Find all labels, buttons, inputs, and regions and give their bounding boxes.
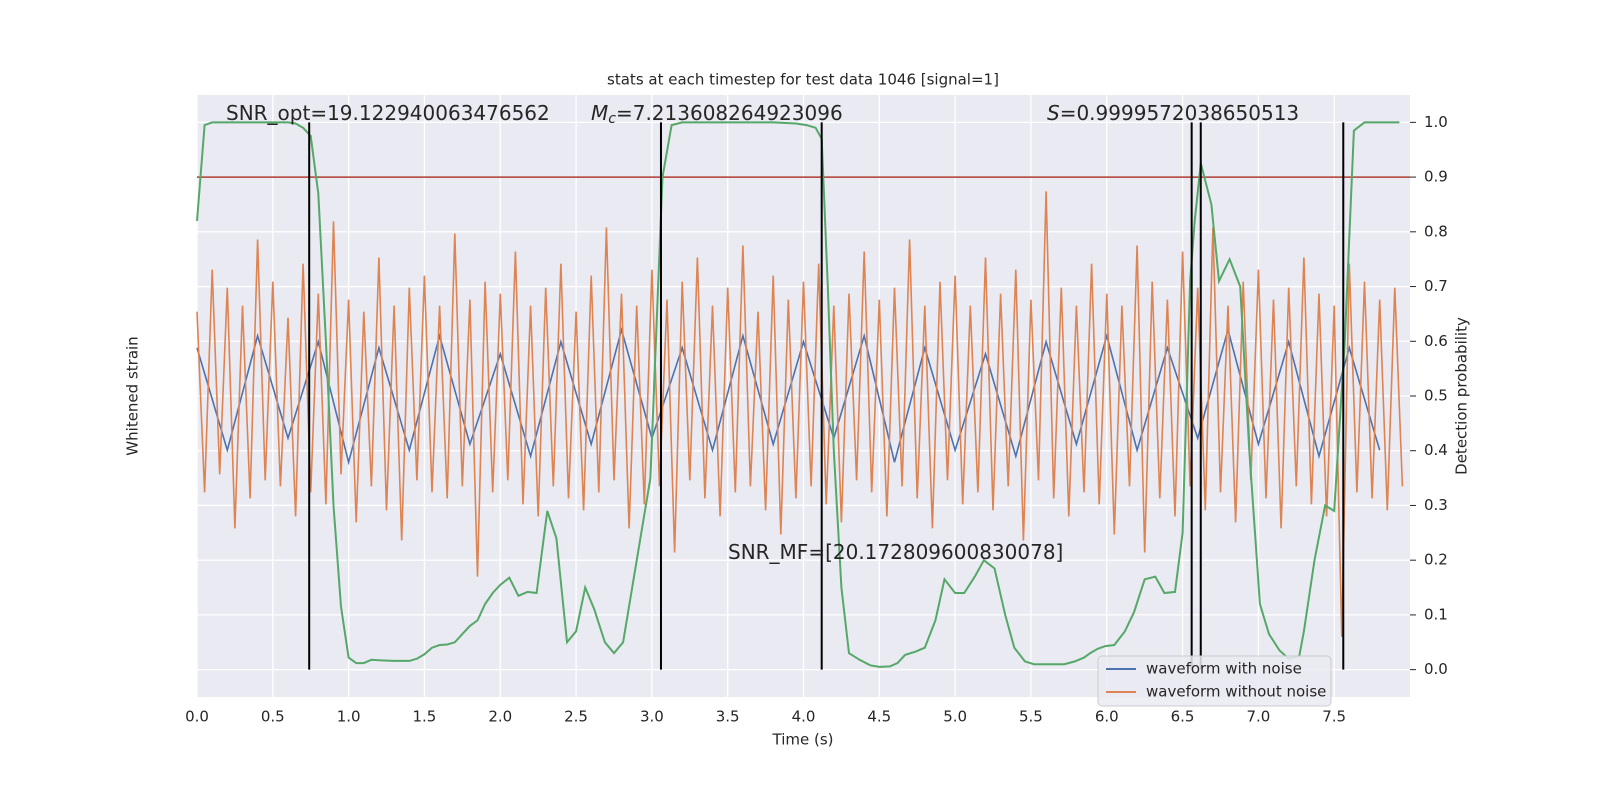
annotation: SNR_opt=19.122940063476562: [226, 101, 550, 125]
y2-tick-label: 0.7: [1424, 277, 1448, 295]
y2-tick-label: 0.3: [1424, 496, 1448, 514]
legend-label: waveform with noise: [1146, 660, 1302, 678]
x-tick-label: 2.5: [564, 708, 588, 726]
probability-line: [196, 121, 1400, 668]
x-tick-label: 3.5: [716, 708, 740, 726]
annotation: S=0.9999572038650513: [1047, 101, 1299, 125]
annotation-text: =7.213608264923096: [616, 101, 843, 125]
x-tick-label: 4.5: [867, 708, 891, 726]
x-tick-label: 0.5: [261, 708, 285, 726]
annotation-text: =0.9999572038650513: [1060, 101, 1299, 125]
x-tick-label: 1.5: [413, 708, 437, 726]
x-tick-label: 2.0: [488, 708, 512, 726]
legend-box: [1097, 655, 1332, 707]
annotation-symbol: S: [1047, 101, 1060, 125]
annotation: SNR_MF=[20.172809600830078]: [728, 540, 1063, 564]
annotation-symbol: M: [591, 101, 608, 125]
y-axis-label: Whitened strain: [124, 336, 142, 455]
x-tick-label: 1.0: [337, 708, 361, 726]
legend-label: waveform without noise: [1146, 683, 1326, 701]
annotation-text: SNR_MF=[20.172809600830078]: [728, 540, 1063, 564]
annotation-subscript: c: [608, 111, 616, 127]
x-tick-label: 4.0: [792, 708, 816, 726]
x-tick-label: 5.5: [1019, 708, 1043, 726]
y2-tick-label: 0.5: [1424, 387, 1448, 405]
x-tick-label: 6.5: [1171, 708, 1195, 726]
y2-tick-label: 0.9: [1424, 168, 1448, 186]
chart-title: stats at each timestep for test data 104…: [607, 71, 999, 89]
y2-tick-label: 1.0: [1424, 113, 1448, 131]
y2-tick-label: 0.4: [1424, 441, 1448, 459]
x-tick-label: 3.0: [640, 708, 664, 726]
annotation: Mc=7.213608264923096: [591, 101, 843, 128]
x-tick-label: 7.0: [1246, 708, 1270, 726]
y2-axis-label: Detection probability: [1453, 317, 1471, 475]
x-tick-label: 6.0: [1095, 708, 1119, 726]
x-tick-label: 5.0: [943, 708, 967, 726]
y2-tick-label: 0.2: [1424, 551, 1448, 569]
y2-tick-label: 0.1: [1424, 605, 1448, 623]
x-tick-label: 7.5: [1322, 708, 1346, 726]
waveform-line: [196, 326, 1381, 466]
annotation-text: SNR_opt=19.122940063476562: [226, 101, 550, 125]
x-axis-label: Time (s): [772, 731, 834, 749]
y2-tick-label: 0.8: [1424, 222, 1448, 240]
x-tick-label: 0.0: [185, 708, 209, 726]
y2-tick-label: 0.0: [1424, 660, 1448, 678]
y2-tick-label: 0.6: [1424, 332, 1448, 350]
